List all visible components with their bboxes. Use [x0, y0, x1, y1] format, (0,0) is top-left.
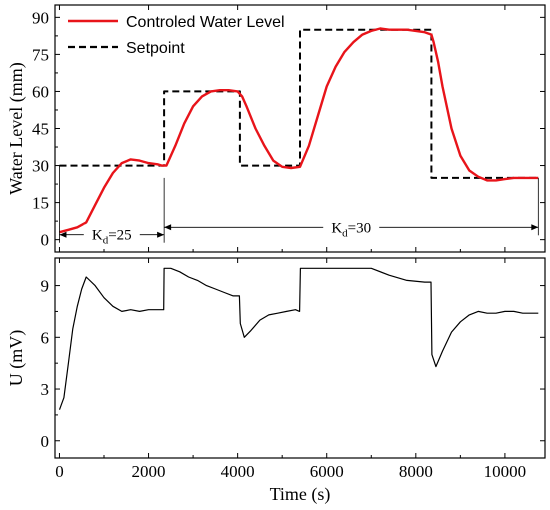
- y-tick-label: 90: [32, 8, 49, 27]
- legend-label: Setpoint: [126, 40, 185, 57]
- annotation-arrowhead-right: [531, 224, 539, 231]
- y-axis-title: U (mV): [6, 330, 27, 387]
- annotation-label: Kd=25: [92, 228, 132, 247]
- y-tick-label: 0: [41, 231, 50, 250]
- annotation-arrowhead-right: [157, 231, 165, 238]
- water-level-panel: 0 15 30 45 60 75 90 Water Level (mm) Kd=25 Kd=30 C…: [6, 4, 546, 253]
- y-tick-label: 75: [32, 45, 49, 64]
- annotation-arrowhead-left: [59, 231, 67, 238]
- annotation-arrowhead-left: [164, 224, 172, 231]
- x-tick-label: 2000: [132, 462, 166, 481]
- series-line-setpoint: [59, 28, 539, 179]
- annotation-label: Kd=30: [331, 220, 371, 239]
- y-tick-label: 30: [32, 157, 49, 176]
- legend-label: Controled Water Level: [126, 14, 285, 31]
- annotation-label-bg: [323, 217, 380, 238]
- x-axis-title: Time (s): [270, 484, 331, 505]
- x-tick-label: 10000: [484, 462, 527, 481]
- x-tick-label: 8000: [399, 462, 433, 481]
- y-axis-title: Water Level (mm): [6, 62, 27, 195]
- x-tick-label: 4000: [221, 462, 255, 481]
- y-tick-label: 15: [32, 194, 49, 213]
- series-line-control-signal: [58, 267, 539, 410]
- control-signal-panel: 0 3 6 9 0 2000 4000 6000 8000 10000 U (mV) Time (s): [6, 257, 546, 505]
- plot-frame: [54, 257, 546, 459]
- y-tick-label: 60: [32, 82, 49, 101]
- y-tick-label: 45: [32, 120, 49, 139]
- y-tick-label: 0: [41, 432, 50, 451]
- x-tick-label: 0: [55, 462, 64, 481]
- y-tick-label: 6: [41, 328, 50, 347]
- x-tick-label: 6000: [310, 462, 344, 481]
- y-tick-label: 9: [41, 277, 50, 296]
- series-line-controled-water-level: [59, 27, 539, 234]
- annotation-label-bg: [83, 224, 140, 245]
- y-tick-label: 3: [41, 380, 50, 399]
